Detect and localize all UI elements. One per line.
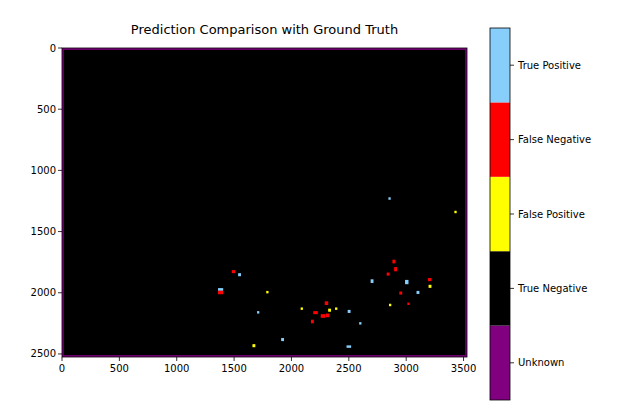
title: Prediction Comparison with Ground Truth xyxy=(131,22,398,37)
y-tick xyxy=(58,353,62,354)
cell xyxy=(335,307,337,309)
colorbar-band xyxy=(490,251,510,325)
x-tick xyxy=(463,357,464,361)
cell xyxy=(428,278,431,281)
cell xyxy=(311,320,314,324)
x-tick xyxy=(348,357,349,361)
y-tick xyxy=(58,292,62,293)
cell xyxy=(454,211,456,213)
cell xyxy=(347,345,352,347)
colorbar-label: Unknown xyxy=(518,357,564,368)
y-tick-label: 1000 xyxy=(31,165,56,176)
x-tick-label: 1000 xyxy=(164,363,189,374)
colorbar-tick xyxy=(510,139,514,140)
cell xyxy=(359,322,361,324)
colorbar-band xyxy=(490,326,510,400)
cell xyxy=(313,311,318,314)
colorbar-label: False Positive xyxy=(518,209,585,220)
cell xyxy=(257,311,259,313)
y-tick xyxy=(58,109,62,110)
colorbar-band xyxy=(490,177,510,251)
colorbar-label: True Positive xyxy=(517,60,581,71)
y-tick-label: 1500 xyxy=(31,226,56,237)
colorbar-band xyxy=(490,102,510,176)
cell xyxy=(371,279,374,283)
cell xyxy=(387,273,390,276)
cell xyxy=(62,48,467,357)
cell xyxy=(301,307,303,309)
y-tick-label: 2500 xyxy=(31,348,56,359)
cell xyxy=(266,291,268,293)
cells xyxy=(62,48,467,357)
colorbar-label: True Negative xyxy=(517,283,587,294)
colorbar-tick xyxy=(510,214,514,215)
x-tick xyxy=(291,357,292,361)
cell xyxy=(392,260,395,264)
x-tick-label: 2000 xyxy=(279,363,304,374)
cell xyxy=(407,303,409,305)
cell xyxy=(405,280,408,284)
colorbar-tick xyxy=(510,288,514,289)
x-tick-label: 2500 xyxy=(336,363,361,374)
cell xyxy=(388,197,390,199)
x-tick xyxy=(406,357,407,361)
y-tick-label: 0 xyxy=(50,43,56,54)
cell xyxy=(64,50,466,355)
cell xyxy=(328,309,331,312)
x-tick xyxy=(176,357,177,361)
cell xyxy=(399,292,402,295)
cell xyxy=(348,310,351,313)
colorbar-label: False Negative xyxy=(518,134,591,145)
colorbar-band xyxy=(490,28,510,102)
x-tick-label: 1500 xyxy=(221,363,246,374)
y-tick-label: 500 xyxy=(37,104,56,115)
cell xyxy=(325,301,328,305)
x-tick-label: 3000 xyxy=(393,363,418,374)
colorbar-frame xyxy=(490,28,510,400)
x-tick xyxy=(119,357,120,361)
colorbar-tick xyxy=(510,362,514,363)
cell xyxy=(252,344,255,347)
cell xyxy=(321,314,326,318)
colorbar-tick xyxy=(510,65,514,66)
cell xyxy=(389,304,391,306)
cell xyxy=(218,288,223,291)
x-tick-label: 3500 xyxy=(451,363,476,374)
cell xyxy=(394,267,397,271)
cell xyxy=(417,291,420,294)
x-tick-label: 0 xyxy=(59,363,65,374)
cell xyxy=(429,285,432,288)
y-tick-label: 2000 xyxy=(31,287,56,298)
cell xyxy=(326,314,329,318)
cell xyxy=(232,270,235,273)
x-tick-label: 500 xyxy=(110,363,129,374)
x-tick xyxy=(234,357,235,361)
y-tick xyxy=(58,231,62,232)
chart: Prediction Comparison with Ground Truth 0… xyxy=(0,0,624,416)
cell xyxy=(238,273,241,276)
y-tick xyxy=(58,170,62,171)
cell xyxy=(218,291,223,294)
x-tick xyxy=(62,357,63,361)
cell xyxy=(281,338,284,341)
y-tick xyxy=(58,48,62,49)
frame xyxy=(62,48,467,357)
